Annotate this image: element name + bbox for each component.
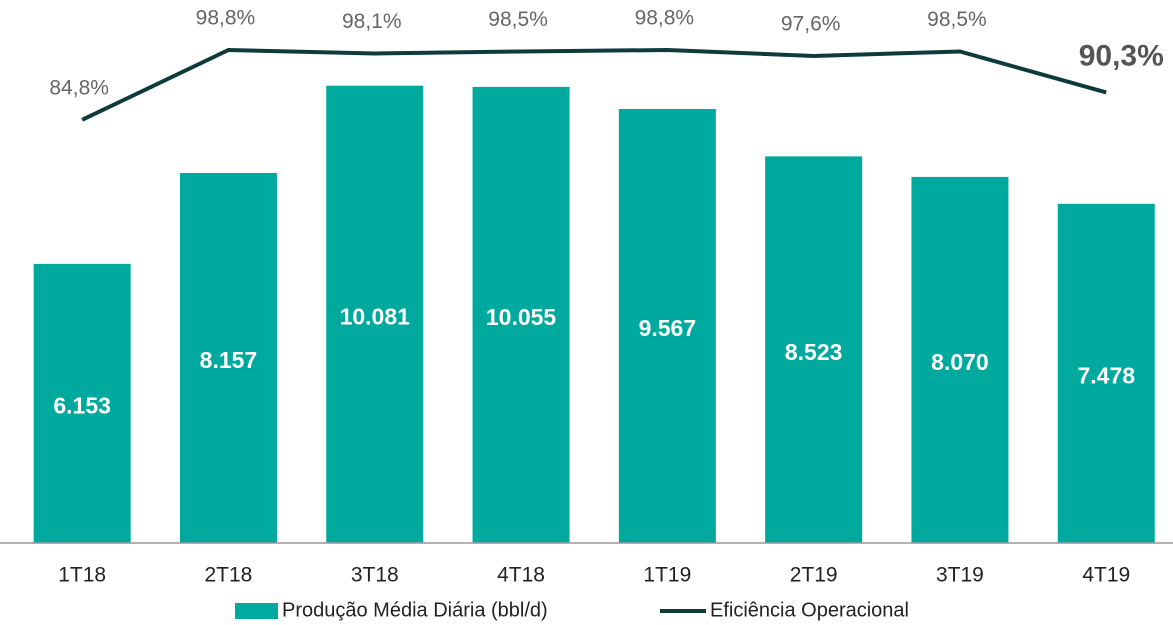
legend-swatch (235, 603, 278, 619)
x-tick-label: 1T18 (58, 564, 106, 587)
bar (911, 176, 1009, 543)
bar-value-label: 8.523 (785, 339, 843, 365)
line-value-label: 98,8% (196, 7, 256, 30)
line-value-label: 98,1% (342, 10, 402, 33)
bar (179, 172, 277, 543)
line-value-label: 90,3% (1079, 39, 1164, 72)
legend-label: Produção Média Diária (bbl/d) (282, 599, 548, 621)
x-tick-label: 4T18 (497, 564, 545, 587)
line-value-label: 84,8% (49, 76, 109, 99)
x-tick-label: 4T19 (1082, 564, 1130, 587)
bar (765, 156, 863, 543)
legend-label: Eficiência Operacional (710, 599, 909, 621)
line (81, 47, 1107, 122)
bar (1057, 203, 1155, 543)
line-value-label: 97,6% (781, 13, 841, 36)
x-tick-label: 1T19 (643, 564, 691, 587)
bar (618, 109, 716, 543)
x-tick-label: 2T19 (790, 564, 838, 587)
bar (472, 86, 570, 543)
bar-value-label: 8.070 (931, 349, 989, 375)
bar (326, 85, 424, 543)
line-value-label: 98,8% (635, 7, 695, 30)
bar-value-label: 7.478 (1077, 362, 1135, 388)
x-tick-label: 3T19 (936, 564, 984, 587)
line-value-label: 98,5% (488, 8, 548, 31)
bar-value-label: 10.055 (486, 304, 557, 330)
line-value-label: 98,5% (927, 8, 987, 31)
x-tick-label: 3T18 (351, 564, 399, 587)
bar-value-label: 8.157 (200, 347, 258, 373)
bar-value-label: 9.567 (639, 315, 697, 341)
x-tick-label: 2T18 (205, 564, 253, 587)
bar-value-label: 6.153 (53, 393, 111, 419)
bar-value-label: 10.081 (340, 303, 411, 329)
bar (33, 263, 131, 543)
